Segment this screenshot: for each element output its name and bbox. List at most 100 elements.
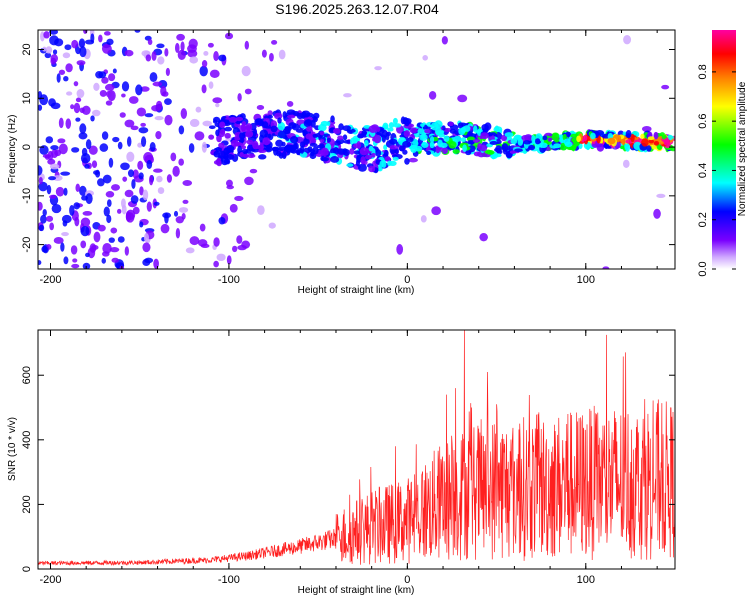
spectrogram-cell (218, 54, 227, 62)
spectrogram-cell (387, 160, 392, 167)
spectrogram-cell (299, 145, 305, 154)
spectrogram-cell (504, 132, 514, 138)
spectrogram-cell (368, 125, 378, 133)
spectrogram-cell (189, 236, 200, 246)
spectrogram-cell (319, 131, 325, 136)
spectrogram-cell (166, 174, 173, 183)
spectrogram-cell (46, 184, 52, 195)
spectrogram-cell (332, 146, 339, 156)
spectrogram-cell (438, 130, 443, 135)
spectrogram-cell (373, 134, 382, 144)
spectrogram-cell (237, 145, 243, 154)
spectrogram-cell (417, 128, 425, 135)
snr-ytick-label: 600 (21, 366, 33, 384)
spectrogram-cell (73, 102, 81, 114)
spectrogram-cell (41, 245, 48, 253)
spectrogram-cell (79, 123, 87, 134)
spectrogram-ytick-label: -10 (21, 188, 33, 204)
spectrogram-cell (102, 174, 112, 184)
spectrogram-cell (596, 143, 605, 152)
spectrogram-cell (203, 51, 209, 56)
spectrogram-cell (85, 139, 92, 150)
spectrogram-cell (157, 56, 165, 65)
snr-frame (37, 329, 676, 570)
spectrogram-cell (180, 108, 188, 119)
spectrogram-cell (199, 65, 208, 77)
spectrogram-cell (117, 141, 123, 150)
spectrogram-cell (47, 158, 56, 165)
spectrogram-cell (207, 42, 214, 48)
spectrogram-cell (202, 120, 212, 127)
spectrogram-cell (142, 242, 151, 253)
spectrogram-cell (135, 84, 143, 96)
spectrogram-cell (460, 137, 467, 143)
spectrogram-cell (48, 176, 57, 181)
spectrogram-cell (216, 253, 226, 262)
spectrogram-cell (170, 152, 177, 162)
spectrogram-cell (343, 93, 352, 98)
snr-ytick-label: 400 (21, 431, 33, 449)
snr-xtick-label: -200 (39, 574, 61, 586)
spectrogram-cell (160, 223, 170, 234)
spectrogram-cell (267, 114, 273, 119)
spectrogram-cell (539, 142, 548, 149)
spectrogram-cell (121, 81, 130, 92)
spectrogram-cell (71, 147, 80, 153)
spectrogram-cell (200, 243, 210, 248)
spectrogram-cell (153, 201, 160, 206)
spectrogram-cell (181, 213, 186, 220)
snr-xtick-label: 100 (577, 574, 595, 586)
spectrogram-cell (80, 240, 87, 249)
spectrogram-cell (305, 126, 313, 132)
spectrogram-cell (40, 214, 47, 224)
spectrogram-cell (426, 150, 432, 156)
spectrogram-cell (108, 237, 115, 243)
spectrogram-cell (189, 56, 199, 64)
spectrogram-cell (224, 132, 231, 139)
spectrogram-cell (590, 132, 596, 140)
spectrogram-cell (156, 43, 165, 49)
spectrogram-cell (62, 220, 68, 227)
spectrogram-cell (261, 121, 269, 129)
spectrogram-cell (542, 135, 548, 141)
spectrogram-cell (413, 132, 420, 138)
spectrogram-cell (393, 123, 402, 128)
colorbar-tick-label: 0.0 (697, 261, 709, 276)
spectrogram-cell (43, 31, 50, 39)
spectrogram-cell (429, 141, 435, 149)
spectrogram-cell (420, 123, 425, 127)
spectrogram-cell (93, 231, 101, 243)
colorbar-label: Normalized spectral amplitude (737, 81, 748, 216)
spectrogram-cell (108, 157, 114, 168)
spectrogram-cell (194, 131, 205, 141)
spectrogram-cell (187, 44, 197, 53)
spectrogram-cell (124, 119, 135, 128)
spectrogram-cell (75, 117, 81, 122)
spectrogram-xtick-label: -200 (39, 274, 61, 286)
spectrogram-ytick-label: 0 (21, 144, 33, 150)
spectrogram-cell (261, 49, 267, 58)
spectrogram-cell (137, 142, 143, 148)
spectrogram-cell (79, 46, 87, 58)
spectrogram-cell (58, 69, 66, 75)
spectrogram-cell (139, 186, 144, 196)
spectrogram-cell (73, 202, 80, 210)
spectrogram-cell (661, 134, 667, 140)
spectrogram-cell (155, 130, 162, 140)
spectrogram-cell (55, 186, 65, 197)
spectrogram-cell (363, 125, 371, 129)
spectrogram-cell (573, 139, 578, 146)
spectrogram-cell (495, 145, 502, 154)
spectrogram-cell (342, 134, 348, 141)
spectrogram-cell (253, 128, 258, 137)
spectrogram-cell (82, 262, 91, 269)
spectrogram-cell (332, 127, 341, 134)
spectrogram-cell (88, 145, 98, 155)
spectrogram-cell (147, 39, 153, 46)
spectrogram-cell (101, 43, 112, 54)
spectrogram-cell (69, 204, 75, 216)
spectrogram-cell (448, 140, 457, 149)
spectrogram-cell (251, 148, 260, 153)
spectrogram-cell (91, 109, 101, 117)
